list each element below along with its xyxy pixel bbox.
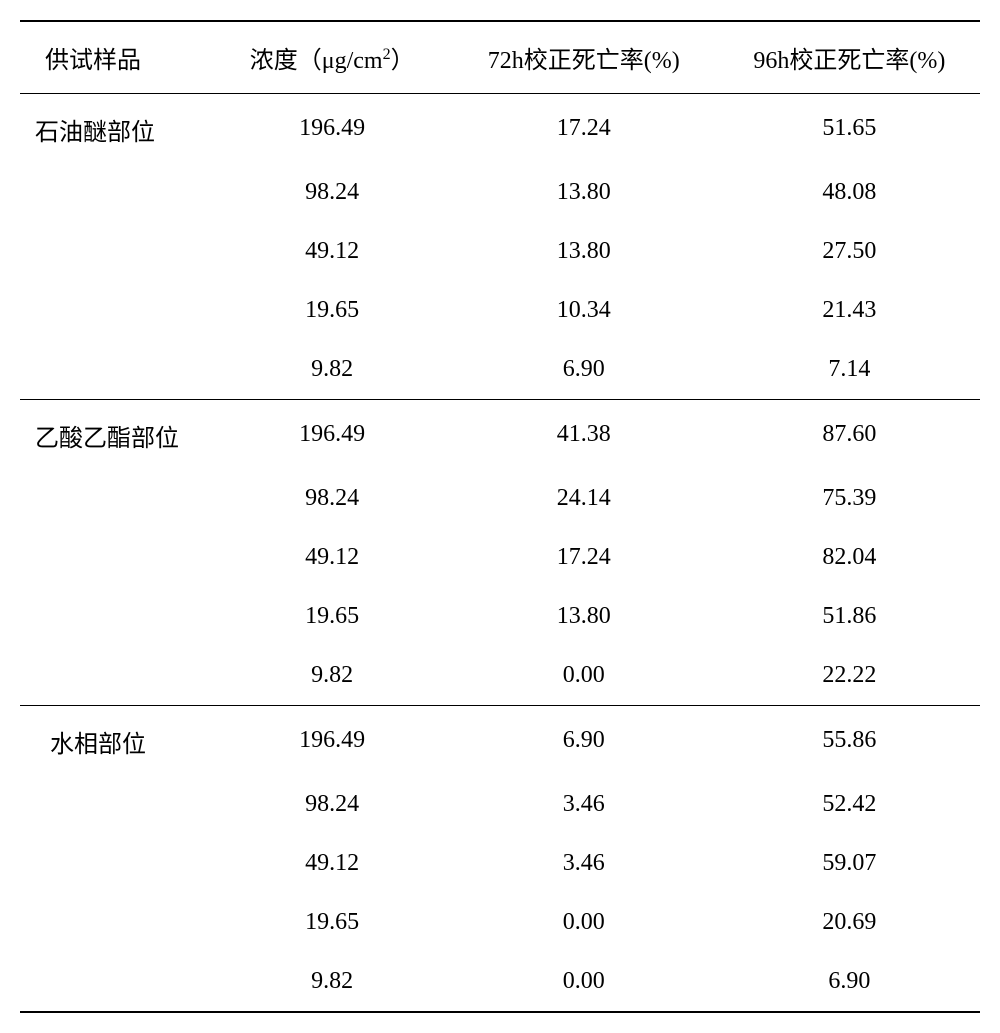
cell-sample-name: [20, 281, 216, 340]
cell-mortality-96h: 55.86: [719, 706, 980, 776]
cell-sample-name: [20, 952, 216, 1012]
cell-concentration: 196.49: [216, 400, 449, 470]
cell-mortality-96h: 20.69: [719, 893, 980, 952]
cell-concentration: 49.12: [216, 834, 449, 893]
cell-mortality-72h: 41.38: [449, 400, 719, 470]
cell-mortality-72h: 0.00: [449, 893, 719, 952]
cell-mortality-96h: 51.65: [719, 94, 980, 164]
table-body: 石油醚部位196.4917.2451.6598.2413.8048.0849.1…: [20, 94, 980, 1013]
cell-mortality-72h: 24.14: [449, 469, 719, 528]
cell-mortality-96h: 51.86: [719, 587, 980, 646]
table-row: 98.2424.1475.39: [20, 469, 980, 528]
table-header-row: 供试样品 浓度（μg/cm2） 72h校正死亡率(%) 96h校正死亡率(%): [20, 21, 980, 94]
cell-sample-name: [20, 893, 216, 952]
cell-mortality-72h: 0.00: [449, 952, 719, 1012]
cell-sample-name: 水相部位: [20, 706, 216, 776]
column-header-72h: 72h校正死亡率(%): [449, 21, 719, 94]
cell-mortality-72h: 3.46: [449, 775, 719, 834]
cell-mortality-72h: 0.00: [449, 646, 719, 706]
cell-mortality-96h: 52.42: [719, 775, 980, 834]
cell-mortality-96h: 75.39: [719, 469, 980, 528]
cell-mortality-72h: 13.80: [449, 587, 719, 646]
cell-sample-name: [20, 163, 216, 222]
cell-mortality-72h: 3.46: [449, 834, 719, 893]
cell-mortality-96h: 6.90: [719, 952, 980, 1012]
cell-mortality-96h: 27.50: [719, 222, 980, 281]
cell-sample-name: [20, 222, 216, 281]
column-header-96h: 96h校正死亡率(%): [719, 21, 980, 94]
cell-sample-name: [20, 834, 216, 893]
cell-mortality-96h: 87.60: [719, 400, 980, 470]
mortality-data-table-container: 供试样品 浓度（μg/cm2） 72h校正死亡率(%) 96h校正死亡率(%) …: [20, 20, 980, 1013]
cell-mortality-96h: 48.08: [719, 163, 980, 222]
cell-sample-name: [20, 646, 216, 706]
cell-sample-name: [20, 587, 216, 646]
cell-concentration: 9.82: [216, 340, 449, 400]
cell-sample-name: [20, 469, 216, 528]
table-row: 98.243.4652.42: [20, 775, 980, 834]
cell-concentration: 196.49: [216, 706, 449, 776]
cell-sample-name: 乙酸乙酯部位: [20, 400, 216, 470]
table-row: 石油醚部位196.4917.2451.65: [20, 94, 980, 164]
mortality-data-table: 供试样品 浓度（μg/cm2） 72h校正死亡率(%) 96h校正死亡率(%) …: [20, 20, 980, 1013]
cell-concentration: 9.82: [216, 952, 449, 1012]
cell-sample-name: 石油醚部位: [20, 94, 216, 164]
cell-concentration: 98.24: [216, 775, 449, 834]
table-row: 49.1213.8027.50: [20, 222, 980, 281]
cell-concentration: 49.12: [216, 222, 449, 281]
table-row: 19.6513.8051.86: [20, 587, 980, 646]
cell-sample-name: [20, 775, 216, 834]
table-row: 水相部位196.496.9055.86: [20, 706, 980, 776]
cell-concentration: 98.24: [216, 469, 449, 528]
table-row: 9.820.0022.22: [20, 646, 980, 706]
cell-mortality-72h: 6.90: [449, 706, 719, 776]
cell-mortality-72h: 17.24: [449, 94, 719, 164]
cell-sample-name: [20, 340, 216, 400]
cell-mortality-96h: 7.14: [719, 340, 980, 400]
cell-sample-name: [20, 528, 216, 587]
table-row: 19.650.0020.69: [20, 893, 980, 952]
cell-mortality-96h: 82.04: [719, 528, 980, 587]
cell-concentration: 9.82: [216, 646, 449, 706]
cell-mortality-96h: 59.07: [719, 834, 980, 893]
cell-mortality-72h: 13.80: [449, 222, 719, 281]
cell-concentration: 196.49: [216, 94, 449, 164]
cell-concentration: 19.65: [216, 893, 449, 952]
cell-concentration: 19.65: [216, 281, 449, 340]
cell-concentration: 49.12: [216, 528, 449, 587]
cell-concentration: 98.24: [216, 163, 449, 222]
table-row: 9.826.907.14: [20, 340, 980, 400]
cell-concentration: 19.65: [216, 587, 449, 646]
table-row: 49.123.4659.07: [20, 834, 980, 893]
table-row: 49.1217.2482.04: [20, 528, 980, 587]
cell-mortality-96h: 21.43: [719, 281, 980, 340]
table-row: 乙酸乙酯部位196.4941.3887.60: [20, 400, 980, 470]
column-header-sample: 供试样品: [20, 21, 216, 94]
cell-mortality-96h: 22.22: [719, 646, 980, 706]
table-row: 19.6510.3421.43: [20, 281, 980, 340]
column-header-concentration: 浓度（μg/cm2）: [216, 21, 449, 94]
cell-mortality-72h: 17.24: [449, 528, 719, 587]
cell-mortality-72h: 13.80: [449, 163, 719, 222]
table-row: 9.820.006.90: [20, 952, 980, 1012]
cell-mortality-72h: 10.34: [449, 281, 719, 340]
cell-mortality-72h: 6.90: [449, 340, 719, 400]
table-row: 98.2413.8048.08: [20, 163, 980, 222]
